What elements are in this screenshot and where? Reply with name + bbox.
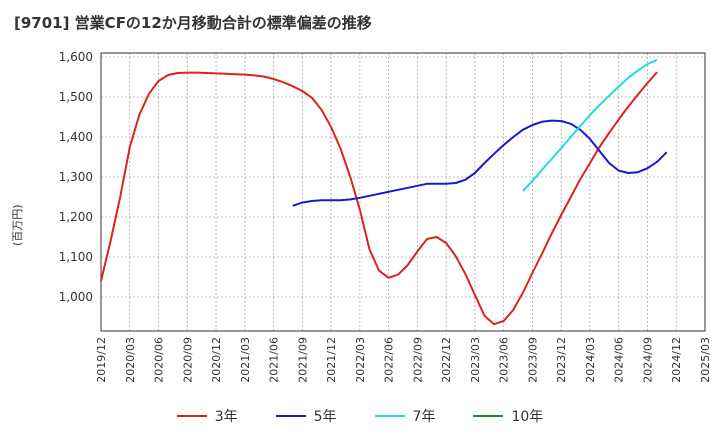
series-lines [100,58,668,326]
legend-swatch [176,415,207,417]
legend-label: 10年 [511,409,544,425]
legend-item-1: 5年 [275,406,337,426]
y-tick-label: 1,400 [59,130,93,144]
legend-item-3: 10年 [473,406,543,426]
x-tick-label: 2020/09 [181,337,194,383]
x-tick-label: 2023/12 [555,337,568,383]
x-tick-label: 2019/12 [95,337,108,383]
x-tick-label: 2020/06 [153,337,166,383]
y-tick-label: 1,100 [59,250,93,264]
x-tick-label: 2021/06 [268,337,281,383]
y-tick-label: 1,500 [59,90,93,104]
x-tick-label: 2021/09 [296,337,309,383]
x-tick-label: 2020/12 [210,337,223,383]
x-tick-label: 2025/03 [699,337,712,383]
legend-item-0: 3年 [176,406,238,426]
x-tick-label: 2021/12 [325,337,338,383]
legend-label: 5年 [313,409,337,425]
x-tick-label: 2024/09 [641,337,654,383]
legend-item-2: 7年 [374,406,436,426]
x-tick-label: 2024/12 [670,337,683,383]
x-tick-label: 2020/03 [124,337,137,383]
x-tick-label: 2024/06 [613,337,626,383]
series-line-2 [522,58,658,192]
plot-frame [100,52,706,332]
y-tick-label: 1,300 [59,170,93,184]
legend-label: 3年 [214,409,238,425]
grid-lines [101,53,705,331]
x-tick-label: 2022/09 [411,337,424,383]
x-tick-label: 2024/03 [584,337,597,383]
tick-labels: 2019/12 2020/03 2020/06 2020/09 2020/12 2021/… [59,50,712,383]
legend-swatch [374,415,405,417]
x-tick-label: 2022/06 [383,337,396,383]
x-tick-label: 2022/12 [440,337,453,383]
y-tick-label: 1,600 [59,50,93,64]
x-tick-label: 2023/06 [498,337,511,383]
chart-title: [9701] 営業CFの12か月移動合計の標準偏差の推移 [14,14,372,32]
axes [100,52,706,332]
x-tick-label: 2023/09 [526,337,539,383]
legend: 3年 5年 7年 10年 [0,404,720,428]
x-tick-label: 2021/03 [239,337,252,383]
legend-swatch [473,415,504,417]
legend-label: 7年 [412,409,436,425]
x-tick-label: 2022/03 [354,337,367,383]
y-tick-label: 1,000 [59,290,93,304]
series-line-1 [292,119,668,207]
x-tick-label: 2023/03 [469,337,482,383]
legend-swatch [275,415,306,417]
y-tick-label: 1,200 [59,210,93,224]
series-line-0 [100,71,658,326]
